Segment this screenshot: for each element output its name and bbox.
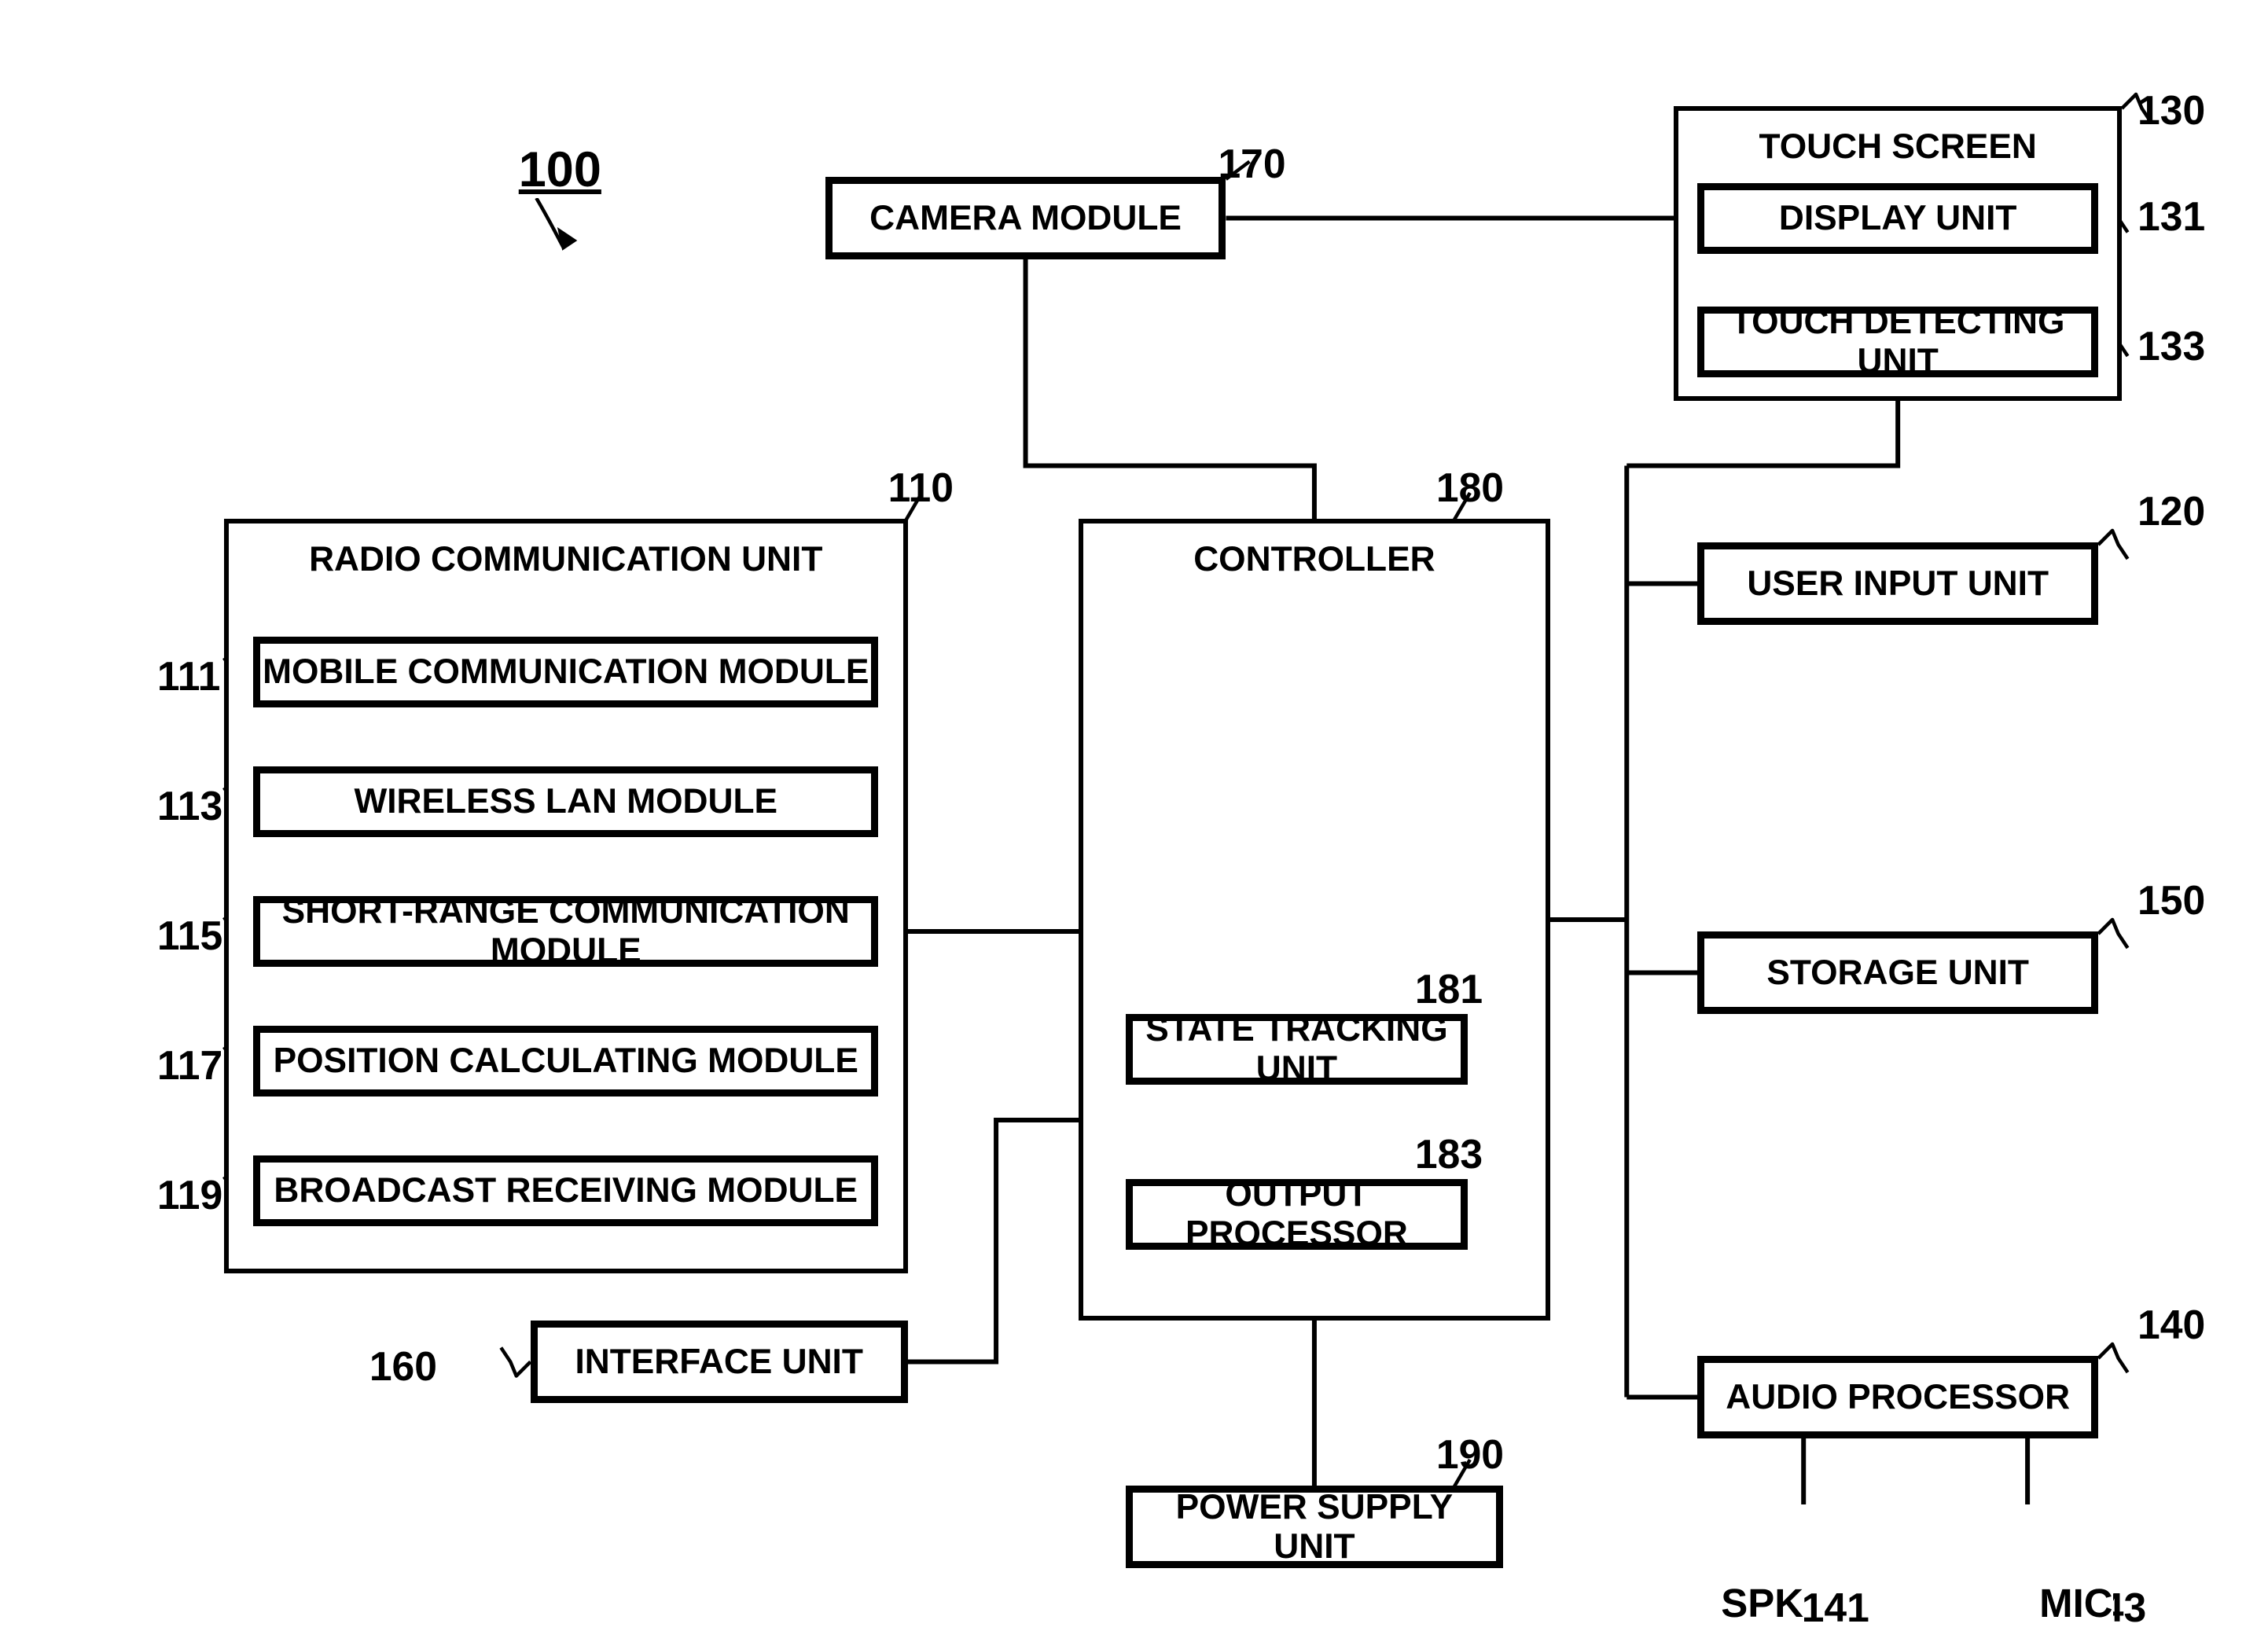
block-label: POSITION CALCULATING MODULE xyxy=(274,1041,858,1081)
block-label: CAMERA MODULE xyxy=(869,199,1182,238)
ref-r115: 115 xyxy=(157,912,222,959)
block-label: SHORT-RANGE COMMUNICATION MODULE xyxy=(260,892,871,971)
ref-r160: 160 xyxy=(369,1343,437,1390)
block-label: MOBILE COMMUNICATION MODULE xyxy=(263,652,869,692)
ref-r130: 130 xyxy=(2138,86,2205,134)
block-label: CONTROLLER xyxy=(1193,540,1435,579)
ref-r120: 120 xyxy=(2138,487,2205,534)
block-r_wlan: WIRELESS LAN MODULE xyxy=(253,766,878,837)
block-power: POWER SUPPLY UNIT xyxy=(1126,1486,1503,1568)
main-ref-arrow xyxy=(536,198,574,248)
main-reference-label: 100 xyxy=(519,141,601,198)
block-audio: AUDIO PROCESSOR xyxy=(1697,1356,2098,1438)
block-state_track: STATE TRACKING UNIT xyxy=(1126,1014,1468,1085)
block-interface: INTERFACE UNIT xyxy=(531,1321,908,1403)
ref-r131: 131 xyxy=(2138,193,2205,240)
block-output_proc: OUTPUT PROCESSOR xyxy=(1126,1179,1468,1250)
line-camera-to-controller xyxy=(1026,259,1314,519)
block-label: DISPLAY UNIT xyxy=(1779,199,2017,238)
block-label: POWER SUPPLY UNIT xyxy=(1133,1488,1496,1567)
block-label: STATE TRACKING UNIT xyxy=(1133,1010,1461,1089)
ref-r190: 190 xyxy=(1436,1431,1504,1478)
block-label: WIRELESS LAN MODULE xyxy=(354,782,777,821)
block-r_short: SHORT-RANGE COMMUNICATION MODULE xyxy=(253,896,878,967)
speaker-label: SPK xyxy=(1721,1580,1803,1626)
ref-r150: 150 xyxy=(2138,876,2205,924)
line-touch-to-bus xyxy=(1627,401,1898,466)
ref-r141: 141 xyxy=(1802,1584,1869,1631)
block-label: RADIO COMMUNICATION UNIT xyxy=(309,540,822,579)
ref-r170: 170 xyxy=(1218,140,1285,187)
main-reference-number: 100 xyxy=(519,141,601,198)
leader-r160 xyxy=(501,1348,530,1376)
leader-r120 xyxy=(2098,531,2127,559)
ref-r181: 181 xyxy=(1415,965,1483,1012)
leader-r140 xyxy=(2098,1344,2127,1372)
ref-r119: 119 xyxy=(157,1171,222,1218)
ref-r183: 183 xyxy=(1415,1130,1483,1177)
diagram-canvas: CAMERA MODULE TOUCH SCREEN DISPLAY UNIT TOU… xyxy=(0,0,2268,1504)
block-label: TOUCH SCREEN xyxy=(1759,127,2036,167)
block-camera: CAMERA MODULE xyxy=(825,177,1226,259)
block-user_input: USER INPUT UNIT xyxy=(1697,542,2098,625)
ref-radio: 110 xyxy=(888,464,954,511)
block-storage: STORAGE UNIT xyxy=(1697,931,2098,1014)
block-r_bcast: BROADCAST RECEIVING MODULE xyxy=(253,1155,878,1226)
ref-r113: 113 xyxy=(157,782,222,829)
block-r_mobile: MOBILE COMMUNICATION MODULE xyxy=(253,637,878,707)
line-interface-to-controller xyxy=(908,1120,1079,1362)
block-label: OUTPUT PROCESSOR xyxy=(1133,1175,1461,1254)
block-label: TOUCH DETECTING UNIT xyxy=(1704,303,2091,381)
ref-r140: 140 xyxy=(2138,1301,2205,1348)
mic-label: MIC xyxy=(2039,1580,2112,1626)
block-display_unit: DISPLAY UNIT xyxy=(1697,183,2098,254)
block-label: STORAGE UNIT xyxy=(1766,953,2029,993)
ref-r180: 180 xyxy=(1436,464,1504,511)
block-touch_detect: TOUCH DETECTING UNIT xyxy=(1697,307,2098,377)
ref-r111: 111 xyxy=(157,652,221,700)
block-label: USER INPUT UNIT xyxy=(1747,564,2049,604)
block-label: INTERFACE UNIT xyxy=(575,1343,862,1382)
block-label: BROADCAST RECEIVING MODULE xyxy=(274,1171,858,1210)
block-r_pos: POSITION CALCULATING MODULE xyxy=(253,1026,878,1097)
leader-r150 xyxy=(2098,920,2127,948)
ref-r133: 133 xyxy=(2138,322,2205,369)
ref-r117: 117 xyxy=(157,1041,222,1089)
block-label: AUDIO PROCESSOR xyxy=(1726,1378,2070,1417)
